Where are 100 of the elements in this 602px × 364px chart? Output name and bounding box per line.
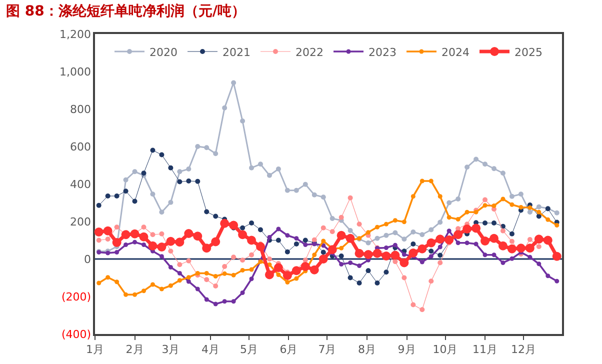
- point: [492, 252, 496, 258]
- point: [302, 258, 308, 263]
- point: [285, 280, 290, 284]
- point: [285, 233, 290, 238]
- point: [438, 220, 443, 225]
- point: [123, 188, 128, 194]
- point: [213, 274, 218, 278]
- point: [402, 236, 407, 242]
- point: [534, 234, 544, 244]
- x-tick-label: 5月: [240, 342, 258, 356]
- point: [321, 238, 326, 244]
- point: [410, 242, 416, 246]
- point: [474, 156, 479, 162]
- point: [267, 235, 272, 240]
- point: [346, 234, 355, 243]
- point: [177, 169, 182, 174]
- point: [148, 241, 158, 250]
- point: [177, 262, 182, 268]
- point: [336, 230, 346, 240]
- point: [357, 264, 362, 268]
- y-tick-label: (400): [61, 328, 92, 341]
- point: [498, 241, 508, 250]
- x-tick-label: 6月: [280, 342, 298, 356]
- point: [112, 238, 122, 247]
- point: [139, 232, 148, 242]
- point: [348, 260, 353, 265]
- point: [284, 249, 290, 254]
- point: [436, 234, 445, 244]
- point: [330, 216, 335, 221]
- point: [500, 228, 506, 234]
- point: [374, 236, 380, 241]
- point: [124, 242, 128, 247]
- point: [492, 166, 496, 172]
- point: [527, 237, 532, 242]
- point: [150, 148, 156, 153]
- point: [276, 166, 281, 172]
- point: [186, 275, 191, 280]
- point: [420, 178, 424, 184]
- point: [554, 210, 560, 216]
- point: [222, 105, 228, 110]
- point: [186, 258, 192, 264]
- point: [258, 162, 263, 167]
- point: [168, 200, 174, 205]
- point: [213, 284, 218, 288]
- x-tick-label: 2月: [126, 342, 144, 356]
- point: [482, 197, 488, 202]
- point: [159, 231, 164, 236]
- point: [392, 242, 398, 248]
- y-tick-label: 600: [70, 140, 92, 154]
- point: [195, 144, 200, 149]
- point: [177, 278, 182, 283]
- point: [105, 194, 110, 198]
- point: [211, 237, 220, 246]
- point: [204, 271, 209, 276]
- point: [372, 248, 382, 258]
- point: [132, 240, 138, 244]
- point: [384, 232, 389, 238]
- point: [490, 234, 498, 243]
- point: [426, 238, 436, 248]
- point: [222, 271, 227, 276]
- point: [302, 182, 308, 187]
- point: [229, 220, 238, 230]
- point: [312, 237, 317, 242]
- point: [132, 292, 138, 297]
- point: [204, 297, 209, 302]
- point: [193, 232, 202, 241]
- point: [166, 236, 176, 246]
- chart-title: 图 88：涤纶短纤单吨净利润（元/吨）: [6, 2, 246, 20]
- x-tick-label: 3月: [162, 342, 180, 356]
- point: [106, 275, 110, 280]
- point: [258, 227, 263, 232]
- point: [103, 226, 112, 236]
- point: [294, 188, 299, 193]
- y-tick-label: 0: [84, 252, 92, 266]
- point: [312, 252, 317, 258]
- point: [408, 248, 418, 258]
- y-tick-label: 1,000: [60, 65, 92, 78]
- point: [500, 260, 506, 265]
- point: [249, 220, 254, 226]
- point: [518, 205, 524, 210]
- point: [186, 166, 192, 172]
- point: [438, 252, 443, 258]
- point: [130, 229, 140, 238]
- point: [195, 286, 200, 292]
- point: [456, 196, 461, 202]
- point: [456, 240, 460, 246]
- point: [266, 172, 272, 178]
- point: [536, 262, 542, 266]
- point: [356, 280, 362, 286]
- point: [410, 194, 416, 199]
- x-tick-label: 8月: [358, 342, 376, 356]
- point: [525, 244, 534, 253]
- point: [195, 178, 200, 184]
- point: [454, 230, 463, 240]
- point: [132, 169, 138, 174]
- point: [384, 222, 388, 226]
- point: [168, 265, 173, 270]
- point: [312, 192, 317, 198]
- point: [195, 271, 200, 276]
- point: [150, 192, 156, 197]
